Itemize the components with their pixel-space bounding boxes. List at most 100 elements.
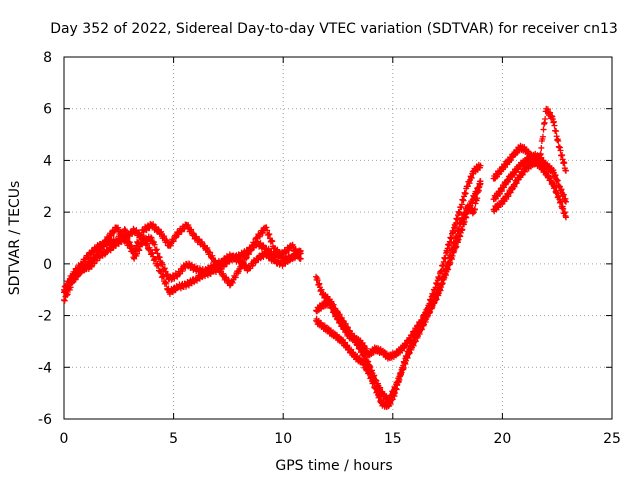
data-point (551, 122, 558, 129)
data-point (72, 272, 79, 279)
data-point (83, 264, 90, 271)
y-tick-label: 2 (43, 205, 52, 221)
x-tick-label: 20 (493, 431, 511, 447)
data-point (164, 238, 171, 245)
data-point (114, 238, 121, 245)
data-point (172, 287, 179, 294)
data-point (240, 260, 247, 267)
data-point (203, 268, 210, 275)
data-point (160, 273, 167, 280)
y-tick-label: -2 (38, 309, 52, 325)
data-point (441, 271, 448, 278)
data-marks (61, 105, 569, 411)
data-point (123, 236, 130, 243)
data-point (229, 279, 236, 286)
y-tick-label: 0 (43, 257, 52, 273)
data-point (283, 250, 290, 257)
data-point (61, 297, 67, 304)
data-point (134, 250, 141, 257)
data-point (128, 242, 135, 249)
data-point (474, 195, 481, 202)
data-point (472, 206, 478, 213)
data-point (100, 243, 107, 250)
data-point (453, 233, 460, 240)
data-point (439, 280, 446, 287)
data-point (243, 254, 250, 261)
data-point (221, 263, 228, 270)
data-point (86, 261, 93, 268)
data-point (248, 245, 255, 252)
data-point (122, 227, 129, 234)
series-track-8 (490, 142, 569, 221)
y-tick-label: 4 (43, 153, 52, 169)
data-point (242, 255, 249, 262)
data-point (97, 247, 104, 254)
y-tick-label: 8 (43, 50, 52, 66)
data-point (212, 257, 219, 264)
data-point (199, 239, 206, 246)
data-point (297, 247, 304, 254)
data-point (269, 238, 276, 245)
data-point (164, 271, 171, 278)
data-point (149, 249, 156, 256)
data-point (204, 244, 211, 251)
data-point (245, 251, 252, 258)
data-point (185, 260, 192, 267)
data-point (158, 228, 165, 235)
data-point (251, 240, 258, 247)
chart-title: Day 352 of 2022, Sidereal Day-to-day VTE… (50, 21, 618, 37)
data-point (153, 247, 160, 254)
data-point (188, 226, 195, 233)
data-point (292, 245, 299, 252)
data-point (263, 224, 270, 231)
data-point (225, 256, 232, 263)
data-point (553, 128, 560, 135)
data-point (237, 265, 244, 272)
data-point (151, 241, 158, 248)
data-point (123, 230, 130, 237)
data-point (476, 183, 483, 190)
data-point (207, 249, 214, 256)
data-point (268, 237, 275, 244)
data-point (215, 262, 222, 269)
data-point (155, 262, 162, 269)
data-point (117, 229, 124, 236)
data-point (156, 254, 163, 261)
data-point (161, 265, 168, 272)
data-point (542, 116, 549, 123)
data-point (154, 250, 161, 257)
data-point (89, 257, 96, 264)
data-point (537, 150, 544, 157)
data-point (232, 274, 239, 281)
data-point (252, 259, 259, 266)
data-point (264, 227, 271, 234)
data-point (167, 242, 174, 249)
data-point (456, 209, 463, 216)
data-point (135, 239, 142, 246)
y-tick-label: 6 (43, 102, 52, 118)
data-point (438, 267, 445, 274)
data-point (185, 222, 192, 229)
data-point (153, 246, 160, 253)
data-point (132, 246, 139, 253)
data-point (110, 229, 117, 236)
data-point (161, 233, 168, 240)
x-tick-label: 10 (274, 431, 292, 447)
x-tick-label: 5 (169, 431, 178, 447)
data-point (131, 245, 138, 252)
data-point (105, 236, 112, 243)
data-point (561, 160, 568, 167)
data-point (220, 270, 227, 277)
data-point (158, 270, 165, 277)
data-point (538, 144, 545, 151)
y-tick-label: -6 (38, 412, 52, 428)
data-point (540, 126, 547, 133)
data-point (562, 167, 569, 174)
data-point (65, 283, 72, 290)
data-point (148, 235, 155, 241)
data-point (159, 261, 166, 268)
data-point (257, 255, 264, 262)
y-axis-label: SDTVAR / TECUs (7, 181, 23, 296)
data-point (190, 230, 197, 237)
